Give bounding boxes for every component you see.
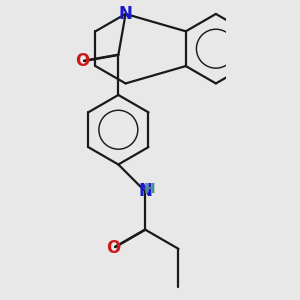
- Text: N: N: [138, 182, 152, 200]
- Text: H: H: [144, 182, 156, 196]
- Text: O: O: [106, 238, 121, 256]
- Text: N: N: [118, 5, 133, 23]
- Text: O: O: [75, 52, 90, 70]
